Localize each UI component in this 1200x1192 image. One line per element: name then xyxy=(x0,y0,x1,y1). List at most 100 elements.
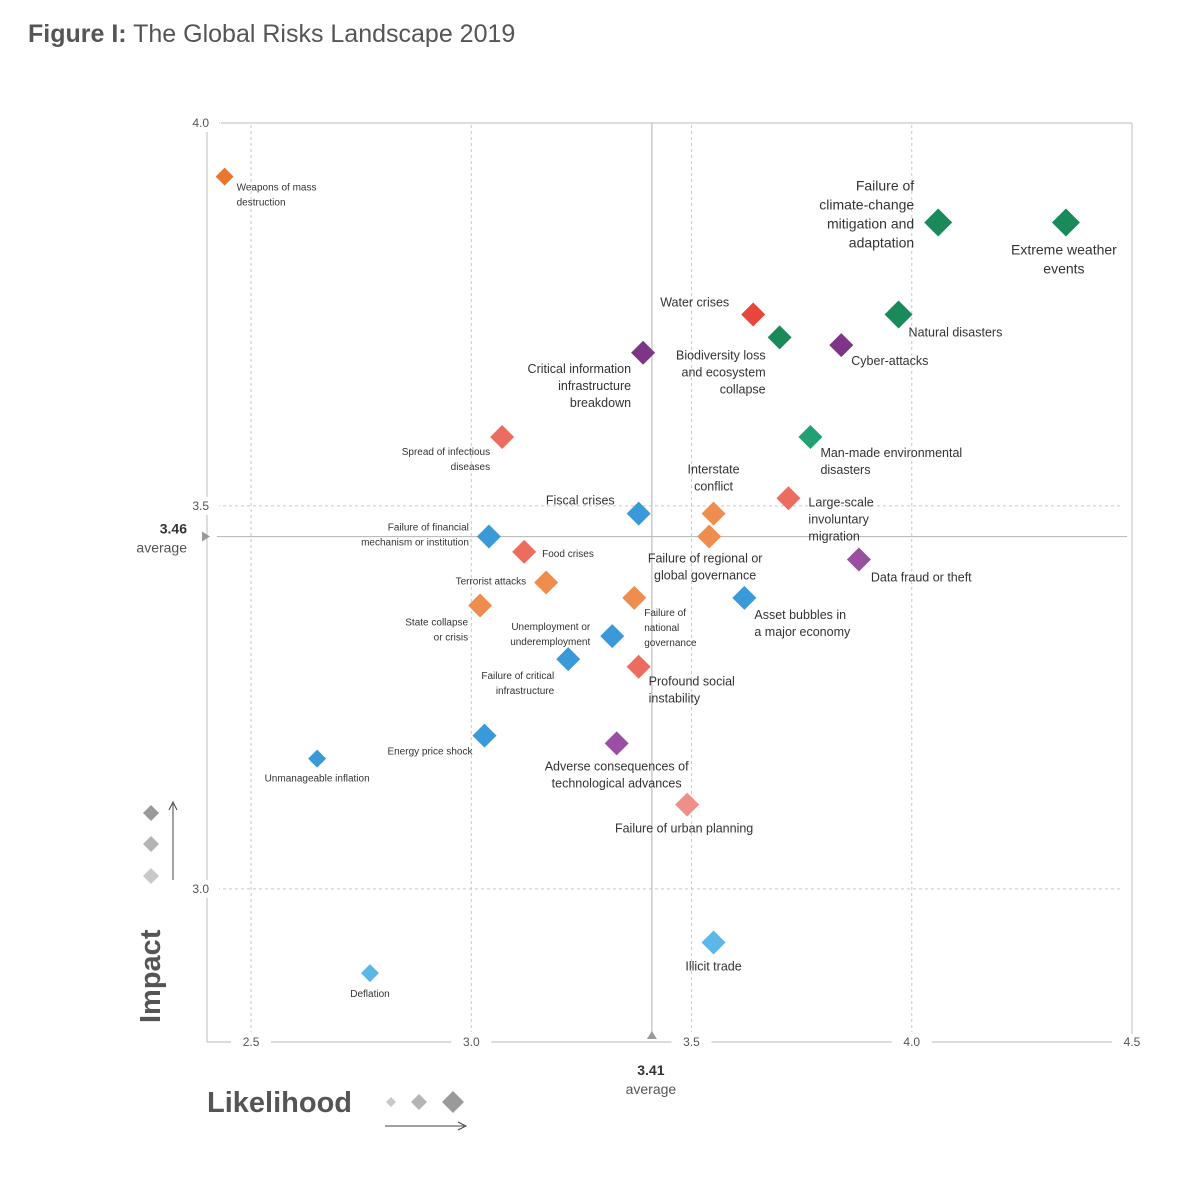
risk-weapons-of-mass-destruction-label: Weapons of mass destruction xyxy=(237,183,317,209)
risk-biodiversity-loss-and-ecosystem-collapse-label-line: Biodiversity loss xyxy=(676,348,766,362)
risk-fiscal-crises-marker xyxy=(626,501,651,526)
risk-critical-information-infrastructure-breakdown-label: Critical information infrastructure breakd… xyxy=(528,362,632,410)
risk-unemployment-or-underemployment-label-line: Unemployment or xyxy=(511,622,591,633)
risk-spread-of-infectious-diseases-label-line: Spread of infectious xyxy=(402,447,490,458)
risk-unmanageable-inflation-label-line: Unmanageable inflation xyxy=(265,774,370,785)
risk-fiscal-crises-label: Fiscal crises xyxy=(546,494,615,508)
average-y-value: 3.46 xyxy=(160,521,187,537)
risk-extreme-weather-events-marker xyxy=(1051,208,1080,237)
data-points xyxy=(215,167,1080,983)
title-text: The Global Risks Landscape 2019 xyxy=(133,20,516,48)
risk-energy-price-shock-marker xyxy=(472,723,497,748)
risk-man-made-environmental-disasters-label-line: disasters xyxy=(820,463,870,477)
impact-arrow-head xyxy=(168,800,178,811)
risk-large-scale-involuntary-migration-label-line: migration xyxy=(808,529,859,543)
risk-illicit-trade-label-line: Illicit trade xyxy=(685,959,741,973)
risk-natural-disasters-label: Natural disasters xyxy=(909,325,1003,339)
size-legend: Impact Likelihood xyxy=(135,800,468,1131)
risk-spread-of-infectious-diseases-label-line: diseases xyxy=(451,462,490,473)
risk-interstate-conflict-label-line: Interstate xyxy=(687,463,739,477)
x-tick-bg-2.5 xyxy=(231,1034,272,1050)
risk-man-made-environmental-disasters-label: Man-made environmental disasters xyxy=(820,446,962,477)
risk-cyber-attacks-marker xyxy=(829,333,854,358)
risk-asset-bubbles-in-a-major-economy-label-line: Asset bubbles in xyxy=(754,608,846,622)
risk-terrorist-attacks-label: Terrorist attacks xyxy=(456,577,527,588)
page-title: Figure I: The Global Risks Landscape 201… xyxy=(28,20,515,49)
risk-failure-of-national-governance-label-line: Failure of xyxy=(644,608,686,619)
x-tick-bg-3.5 xyxy=(671,1034,712,1050)
risk-failure-of-urban-planning-label-line: Failure of urban planning xyxy=(615,822,753,836)
risk-critical-information-infrastructure-breakdown-marker xyxy=(631,340,656,365)
risk-failure-of-financial-mechanism-or-institution-marker xyxy=(476,524,501,549)
risk-cyber-attacks-label: Cyber-attacks xyxy=(851,354,928,368)
x-axis-title: Likelihood xyxy=(207,1087,352,1119)
x-tick-bg-4.0 xyxy=(891,1034,932,1050)
risk-deflation-label: Deflation xyxy=(350,989,389,1000)
risk-failure-of-national-governance-label-line: national xyxy=(644,623,679,634)
risk-energy-price-shock-label: Energy price shock xyxy=(387,747,473,758)
risk-natural-disasters-label-line: Natural disasters xyxy=(909,325,1003,339)
y-tick-bg-3.0 xyxy=(185,879,219,898)
y-tick-label-4.0: 4.0 xyxy=(192,116,209,130)
risk-unmanageable-inflation-marker xyxy=(308,749,327,768)
risk-biodiversity-loss-and-ecosystem-collapse-label-line: collapse xyxy=(720,382,766,396)
risk-extreme-weather-events-label-line: Extreme weather xyxy=(1011,242,1117,258)
risk-unemployment-or-underemployment-label-line: underemployment xyxy=(510,637,590,648)
risk-failure-of-regional-or-global-governance-label-line: global governance xyxy=(654,569,756,583)
risk-spread-of-infectious-diseases-marker xyxy=(490,424,515,449)
risk-terrorist-attacks-label-line: Terrorist attacks xyxy=(456,577,527,588)
risk-food-crises-marker xyxy=(512,539,537,564)
average-x-label: average xyxy=(626,1081,677,1097)
risk-failure-of-national-governance-label: Failure of national governance xyxy=(644,608,697,649)
risk-energy-price-shock-label-line: Energy price shock xyxy=(387,747,473,758)
risk-failure-of-regional-or-global-governance-label: Failure of regional or global governance xyxy=(648,552,763,583)
risk-critical-information-infrastructure-breakdown-label-line: breakdown xyxy=(570,396,631,410)
risk-deflation-marker xyxy=(360,964,379,983)
risk-illicit-trade-marker xyxy=(701,930,726,955)
impact-legend-diamond xyxy=(143,805,159,821)
risk-failure-of-regional-or-global-governance-label-line: Failure of regional or xyxy=(648,552,763,566)
risk-failure-of-urban-planning-marker xyxy=(675,792,700,817)
risk-state-collapse-or-crisis-label-line: or crisis xyxy=(434,632,468,643)
risk-failure-of-critical-infrastructure-label-line: infrastructure xyxy=(496,686,555,697)
y-tick-label-3.5: 3.5 xyxy=(192,499,209,513)
risk-failure-of-critical-infrastructure-marker xyxy=(556,647,581,672)
risk-man-made-environmental-disasters-label-line: Man-made environmental xyxy=(820,446,962,460)
x-tick-label-2.5: 2.5 xyxy=(243,1035,260,1049)
average-y-marker xyxy=(202,531,210,542)
y-tick-bg-4.0 xyxy=(185,114,219,132)
y-tick-bg-3.5 xyxy=(185,496,219,515)
risk-weapons-of-mass-destruction-label-line: Weapons of mass xyxy=(237,183,317,194)
risk-water-crises-marker xyxy=(741,302,766,327)
risk-data-fraud-or-theft-marker xyxy=(846,547,871,572)
average-y-label: average xyxy=(136,540,187,556)
risk-fiscal-crises-label-line: Fiscal crises xyxy=(546,494,615,508)
risk-failure-of-national-governance-label-line: governance xyxy=(644,638,697,649)
risk-adverse-consequences-of-technological-advances-label-line: technological advances xyxy=(552,776,682,790)
risk-terrorist-attacks-marker xyxy=(534,570,559,595)
impact-legend-diamond xyxy=(143,836,159,852)
risk-failure-of-urban-planning-label: Failure of urban planning xyxy=(615,822,753,836)
risk-failure-of-financial-mechanism-or-institution-label: Failure of financial mechanism or institu… xyxy=(361,523,469,549)
x-tick-label-4.5: 4.5 xyxy=(1124,1035,1141,1049)
risk-failure-of-national-governance-marker xyxy=(622,585,647,610)
risk-interstate-conflict-marker xyxy=(701,501,726,526)
risk-weapons-of-mass-destruction-marker xyxy=(215,167,234,186)
risk-spread-of-infectious-diseases-label: Spread of infectious diseases xyxy=(402,447,490,473)
risk-critical-information-infrastructure-breakdown-label-line: infrastructure xyxy=(558,379,631,393)
risk-biodiversity-loss-and-ecosystem-collapse-label-line: and ecosystem xyxy=(682,365,766,379)
risk-failure-of-climate-change-mitigation-and-adaptation-label: Failure of climate-change mitigation and ad… xyxy=(819,178,914,251)
risk-illicit-trade-label: Illicit trade xyxy=(685,959,741,973)
risk-failure-of-climate-change-mitigation-and-adaptation-label-line: mitigation and xyxy=(827,216,914,232)
risk-deflation-label-line: Deflation xyxy=(350,989,389,1000)
x-tick-bg-3.0 xyxy=(451,1034,492,1050)
risk-weapons-of-mass-destruction-label-line: destruction xyxy=(237,198,286,209)
risk-failure-of-climate-change-mitigation-and-adaptation-label-line: Failure of xyxy=(856,178,914,194)
risk-cyber-attacks-label-line: Cyber-attacks xyxy=(851,354,928,368)
likelihood-legend-diamond xyxy=(386,1097,396,1107)
risk-state-collapse-or-crisis-label-line: State collapse xyxy=(405,617,468,628)
risk-adverse-consequences-of-technological-advances-label: Adverse consequences of technological adv… xyxy=(545,759,689,790)
risk-asset-bubbles-in-a-major-economy-label: Asset bubbles in a major economy xyxy=(754,608,851,639)
risk-water-crises-label-line: Water crises xyxy=(660,295,729,309)
